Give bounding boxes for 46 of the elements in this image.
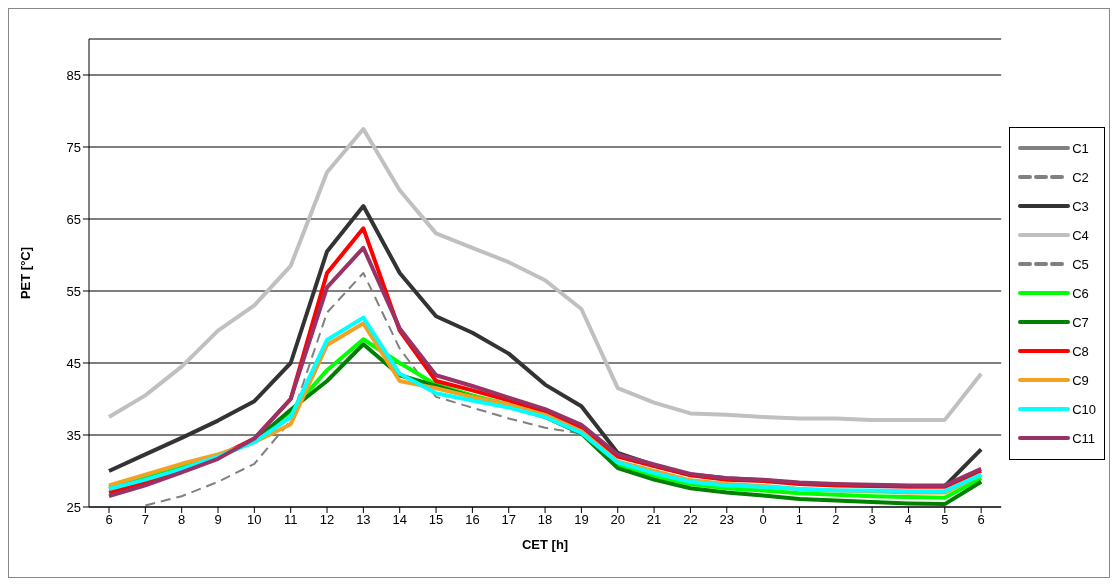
x-axis-title: CET [h] (521, 537, 569, 552)
x-tick-label: 7 (141, 512, 149, 528)
legend-label: C6 (1072, 285, 1089, 301)
legend-label: C7 (1072, 314, 1089, 330)
x-tick-label: 8 (178, 512, 186, 528)
x-tick-label: 9 (214, 512, 222, 528)
x-tick-label: 0 (759, 512, 767, 528)
legend-label: C2 (1072, 169, 1089, 185)
y-tick-label: 35 (66, 427, 81, 443)
x-tick-label: 15 (428, 512, 444, 528)
x-tick-label: 11 (283, 512, 298, 528)
x-tick-label: 1 (795, 512, 804, 528)
x-tick-label: 5 (941, 512, 949, 528)
x-tick-label: 6 (105, 512, 113, 528)
x-tick-label: 21 (646, 512, 662, 528)
legend-label: C9 (1072, 372, 1089, 388)
legend-label: C4 (1072, 227, 1089, 243)
legend-label: C5 (1072, 256, 1089, 272)
x-tick-label: 17 (501, 512, 516, 528)
x-tick-label: 4 (904, 512, 913, 528)
y-tick-label: 75 (66, 139, 81, 155)
y-tick-label: 55 (66, 283, 81, 299)
legend-label: C1 (1072, 140, 1089, 156)
x-tick-label: 23 (719, 512, 734, 528)
x-tick-label: 13 (356, 512, 371, 528)
y-tick-label: 65 (66, 211, 81, 227)
line-series (107, 127, 984, 422)
y-axis-title: PET [°C] (17, 246, 33, 300)
x-tick-label: 12 (319, 512, 335, 528)
y-tick-label: 25 (66, 499, 81, 515)
legend-label: C10 (1072, 401, 1096, 417)
y-tick-label: 85 (66, 67, 81, 83)
x-tick-label: 10 (247, 512, 262, 528)
x-tick-label: 20 (610, 512, 625, 528)
x-tick-label: 19 (574, 512, 589, 528)
y-tick-label: 45 (66, 355, 81, 371)
x-tick-label: 22 (683, 512, 698, 528)
legend-label: C11 (1072, 430, 1096, 446)
x-tick-label: 3 (868, 512, 876, 528)
legend-label: C8 (1072, 343, 1089, 359)
x-tick-label: 18 (537, 512, 553, 528)
x-tick-label: 2 (832, 512, 840, 528)
legend-label: C3 (1072, 198, 1089, 214)
x-tick-label: 14 (392, 512, 407, 528)
x-tick-label: 16 (465, 512, 480, 528)
x-tick-label: 6 (977, 512, 985, 528)
